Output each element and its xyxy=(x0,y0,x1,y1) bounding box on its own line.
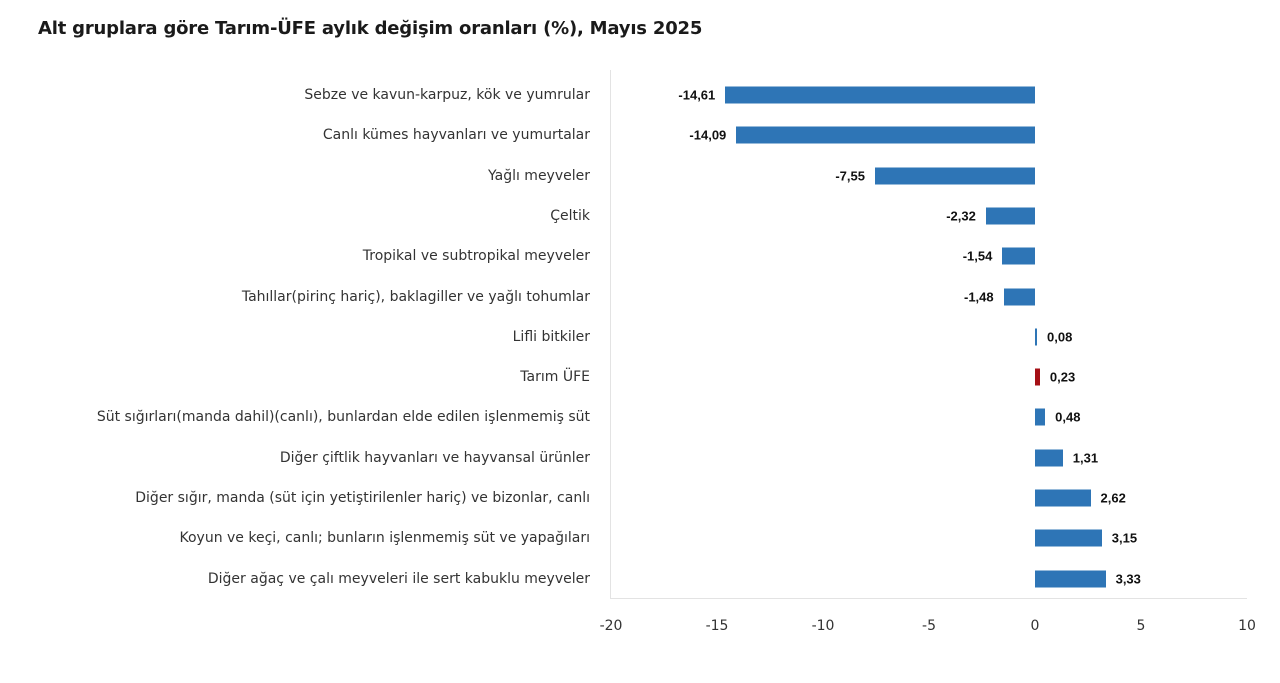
y-axis-line xyxy=(610,70,611,599)
bar xyxy=(1035,529,1102,547)
value-label: -1,48 xyxy=(963,289,994,304)
category-label: Diğer çiftlik hayvanları ve hayvansal ür… xyxy=(279,449,590,466)
x-tick-label: 5 xyxy=(1136,618,1146,634)
bar xyxy=(1002,247,1035,265)
value-label: -14,61 xyxy=(678,87,716,103)
bar xyxy=(985,207,1035,225)
x-tick-label: -20 xyxy=(599,618,623,634)
value-label: 1,31 xyxy=(1072,450,1099,466)
x-tick-label: -10 xyxy=(811,618,835,634)
category-label: Yağlı meyveler xyxy=(487,167,590,184)
bar xyxy=(1003,288,1035,305)
bar xyxy=(1035,408,1046,426)
value-label: -7,55 xyxy=(835,168,865,184)
x-tick-label: -15 xyxy=(705,618,729,634)
bar xyxy=(725,86,1035,104)
value-label: 2,62 xyxy=(1100,490,1126,506)
value-label: 0,48 xyxy=(1055,409,1081,425)
category-label: Tropikal ve subtropikal meyveler xyxy=(362,248,590,265)
value-label: 3,15 xyxy=(1111,530,1138,546)
bar xyxy=(1035,570,1106,588)
x-tick-label: 10 xyxy=(1238,618,1256,634)
category-label: Sebze ve kavun-karpuz, kök ve yumrular xyxy=(304,87,590,103)
bar xyxy=(736,126,1035,144)
category-label: Koyun ve keçi, canlı; bunların işlenmemi… xyxy=(179,530,590,547)
value-label: 0,08 xyxy=(1047,329,1073,345)
category-label: Canlı kümes hayvanları ve yumurtalar xyxy=(322,127,590,144)
category-label: Diğer sığır, manda (süt için yetiştirile… xyxy=(135,490,590,506)
x-axis-line xyxy=(610,598,1247,599)
category-label: Tahıllar(pirinç hariç), baklagiller ve y… xyxy=(241,288,590,305)
value-label: -2,32 xyxy=(946,208,976,224)
category-label: Çeltik xyxy=(550,207,590,224)
x-tick-label: -5 xyxy=(922,618,936,634)
category-label: Tarım ÜFE xyxy=(520,369,590,386)
value-label: 3,33 xyxy=(1115,571,1141,587)
x-tick-label: 0 xyxy=(1030,618,1040,634)
category-label: Süt sığırları(manda dahil)(canlı), bunla… xyxy=(96,409,590,426)
value-label: 0,23 xyxy=(1049,369,1076,385)
bar xyxy=(1035,328,1037,346)
category-label: Lifli bitkiler xyxy=(512,328,590,345)
value-label: -1,54 xyxy=(962,248,993,264)
bar xyxy=(1035,368,1040,386)
category-label: Diğer ağaç ve çalı meyveleri ile sert ka… xyxy=(207,570,590,587)
bar xyxy=(1035,449,1063,467)
value-label: -14,09 xyxy=(689,127,727,143)
bar xyxy=(874,167,1035,185)
bar xyxy=(1035,489,1091,507)
chart-title: Alt gruplara göre Tarım-ÜFE aylık değişi… xyxy=(38,18,703,39)
